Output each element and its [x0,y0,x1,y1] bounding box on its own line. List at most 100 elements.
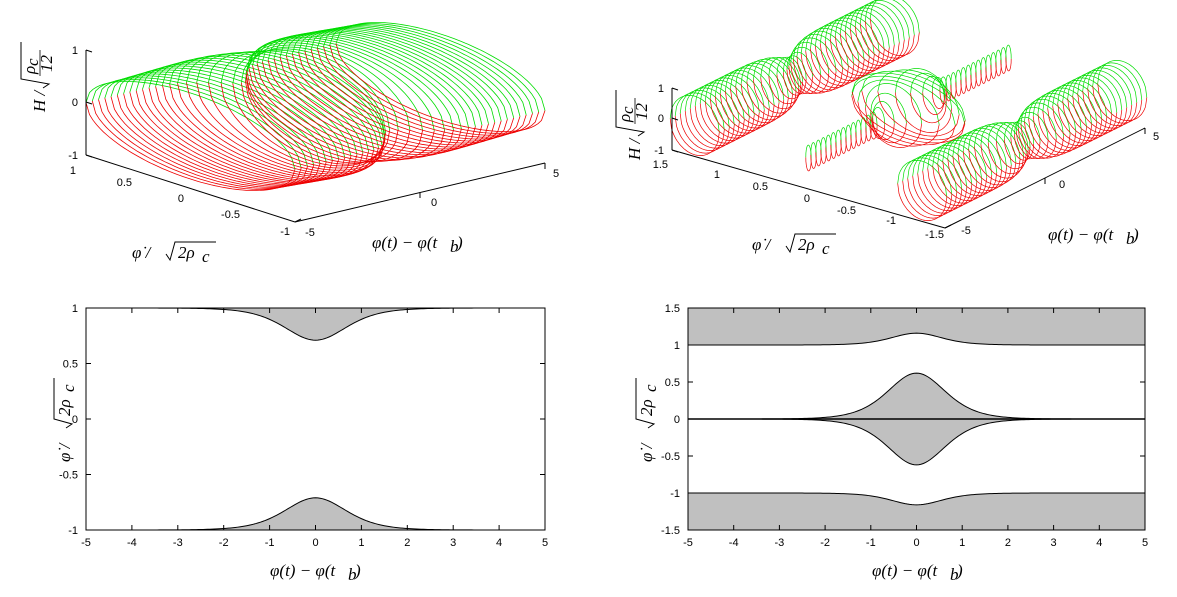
tr-upper-slice [990,52,997,67]
tr-upper-slice [810,142,817,157]
tr-lower-slice [1015,130,1049,160]
xtick-label: 4 [1096,537,1102,549]
xtick-label: -4 [729,537,739,549]
svg-text:φ(t) − φ(t: φ(t) − φ(t [1048,225,1114,244]
tr-upper-slice [864,83,923,124]
tr-ytick-15: 1.5 [653,159,668,171]
svg-text:φ(t) − φ(t: φ(t) − φ(t [372,233,438,252]
svg-text:φ̇ /: φ̇ / [132,243,153,262]
svg-text:2ρ: 2ρ [178,243,195,262]
tr-lower-slice [860,129,867,144]
tl-lower-slice [329,44,540,134]
tl-lower-slice [335,43,546,132]
tr-upper-slice [927,145,978,183]
tr-upper-slice [917,150,968,188]
tr-upper-slice [1077,70,1128,108]
ytick-label: 0 [72,414,78,426]
tr-lower-slice [1000,59,1007,74]
tr-ylabel: φ̇ / 2ρ c [752,233,836,258]
svg-text:φ̇ /: φ̇ / [55,441,74,462]
tr-lower-slice [1032,116,1082,154]
tl-upper-slice [196,52,385,143]
tr-upper-slice [870,92,907,124]
tl-xtick-0: 0 [431,197,437,209]
tl-upper-slice [129,67,340,160]
bottom-left-area-plot: -5 -4 -3 -2 -1 0 1 2 3 4 5 1 0.5 0 -0.5 -1 φ̇ / 2ρ c φ(… [53,303,548,584]
tr-upper-slice [860,117,867,132]
tr-upper-slice [735,62,785,100]
svg-text:2ρ: 2ρ [798,235,815,254]
tl-xtick-5: 5 [553,168,559,180]
tr-lower-slice [857,101,940,147]
tl-upper-slice [220,50,386,136]
tl-ytick-1: 1 [70,165,76,177]
tr-lower-slice [790,62,830,95]
tl-lower-slice [148,87,358,181]
tr-zlabel: H / ρ c 12 [615,90,651,161]
tl-lower-slice [291,53,502,146]
tl-ztick-0: 0 [72,97,78,109]
tr-ticks [671,87,1146,229]
svg-text:c: c [641,384,660,392]
tr-upper-slice [1087,65,1138,103]
tr-lower-slice [865,127,872,142]
tr-lower-slice [851,95,956,146]
tr-upper-slice [962,127,1012,165]
tr-upper-slice [849,5,900,43]
tr-upper-slice [1015,111,1049,141]
tr-upper-slice [942,137,993,176]
tr-lower-slice [945,87,952,102]
tr-lower-slice [990,64,997,79]
tr-ztick-m1: -1 [654,145,664,157]
tr-upper-slice [815,139,822,154]
xtick-label: -2 [820,537,830,549]
svg-text:c: c [23,58,42,66]
tl-lower-slice [310,49,521,140]
tr-upper-slice [957,130,1007,168]
ytick-label: 0.5 [63,359,78,371]
tl-lower-slice [208,82,386,171]
tr-upper-slice [793,37,837,72]
br-ylabel: φ̇ / 2ρ c [635,378,660,462]
tr-upper-slice [855,119,862,134]
bl-plot-area [86,308,545,530]
tr-ztick-1: 1 [658,83,664,95]
tr-upper-slice [1020,102,1064,137]
tr-upper-slice [679,90,730,128]
svg-text:): ) [354,561,361,580]
svg-text:2ρ: 2ρ [55,399,74,416]
tr-upper-slice [730,65,780,103]
tr-xtick-0: 0 [1059,179,1065,191]
tr-upper-slice [669,95,720,133]
tl-ylabel: φ̇ / 2ρ c [132,241,216,266]
tr-upper-slice [714,72,765,111]
tr-upper-slice [1024,98,1071,135]
tr-upper-slice [1037,90,1087,128]
tr-lower-slice [980,69,987,84]
tl-lower-slice [245,77,411,163]
tr-upper-slice [955,69,962,84]
tr-xtick-m5: -5 [961,225,971,237]
tl-lower-slice [220,83,386,169]
xtick-label: -2 [219,537,229,549]
tr-upper-slice [945,74,952,89]
tl-lower-slice [123,93,333,185]
tr-lower-slice [931,91,946,109]
tr-lower-slice [820,149,827,164]
tl-lower-slice [256,63,462,157]
svg-text:): ) [456,233,463,252]
tl-upper-slice [135,65,346,158]
tr-lower-slice [861,90,966,141]
tr-upper-slice [834,12,885,51]
tr-lower-slice [939,89,948,105]
tr-lower-slice [1014,134,1041,160]
tl-lower-slice [85,102,296,191]
tl-lower-slice [162,85,369,179]
xtick-label: 3 [450,537,456,549]
tl-lower-slice [252,65,454,159]
top-left-3d-plot: 1 0 -1 1 0.5 0 -0.5 -1 -5 0 5 H / ρ c 12… [20,22,559,266]
tr-upper-slice [851,75,956,126]
tl-upper-slice [329,23,540,113]
tr-upper-slice [1047,85,1098,123]
tr-upper-slice [840,127,847,142]
